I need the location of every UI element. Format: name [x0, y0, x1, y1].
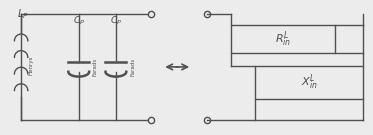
Text: Farads: Farads	[93, 58, 98, 76]
Text: Farads: Farads	[130, 58, 135, 76]
Text: Henrys: Henrys	[29, 56, 34, 75]
Text: $C_P$: $C_P$	[73, 14, 85, 27]
Text: $L_P$: $L_P$	[17, 7, 29, 21]
Text: $X_{in}^{L}$: $X_{in}^{L}$	[301, 72, 317, 92]
Bar	[255, 66, 363, 99]
Text: $R_{in}^{L}$: $R_{in}^{L}$	[275, 29, 291, 49]
Text: $C_P$: $C_P$	[110, 14, 122, 27]
Bar	[231, 25, 335, 53]
